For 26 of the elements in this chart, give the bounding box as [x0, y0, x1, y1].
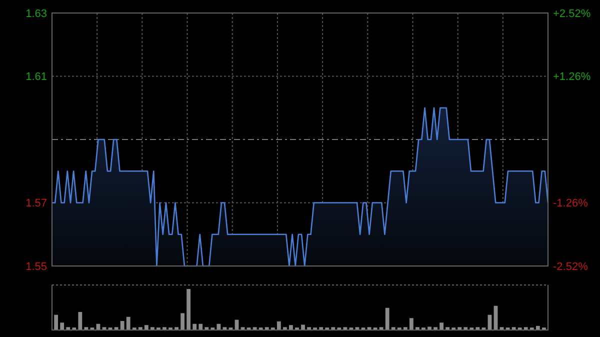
bar	[54, 314, 58, 330]
y-tick-label: 1.57	[26, 198, 47, 210]
bar	[78, 312, 82, 330]
bar	[192, 324, 197, 330]
bar	[144, 325, 148, 330]
bar	[289, 325, 293, 330]
y2-tick-label: +2.52%	[553, 8, 591, 20]
bar	[216, 324, 221, 330]
bar	[198, 324, 203, 330]
bar	[126, 316, 130, 330]
y2-tick-label: +1.26%	[553, 71, 591, 84]
bar	[409, 318, 414, 330]
y2-tick-label: -2.52%	[553, 260, 588, 273]
y2-tick-label: -1.26%	[553, 198, 588, 210]
y-tick-label: 1.63	[26, 8, 47, 20]
bar	[428, 326, 432, 330]
y-tick-label: 1.55	[26, 260, 47, 273]
bar	[385, 308, 390, 330]
y-tick-label: 1.61	[26, 71, 47, 84]
bar	[276, 321, 281, 330]
bar	[301, 324, 305, 330]
bar	[120, 320, 124, 330]
bar	[180, 313, 185, 330]
bar	[440, 322, 444, 330]
bar	[60, 322, 64, 330]
bar	[186, 289, 191, 330]
